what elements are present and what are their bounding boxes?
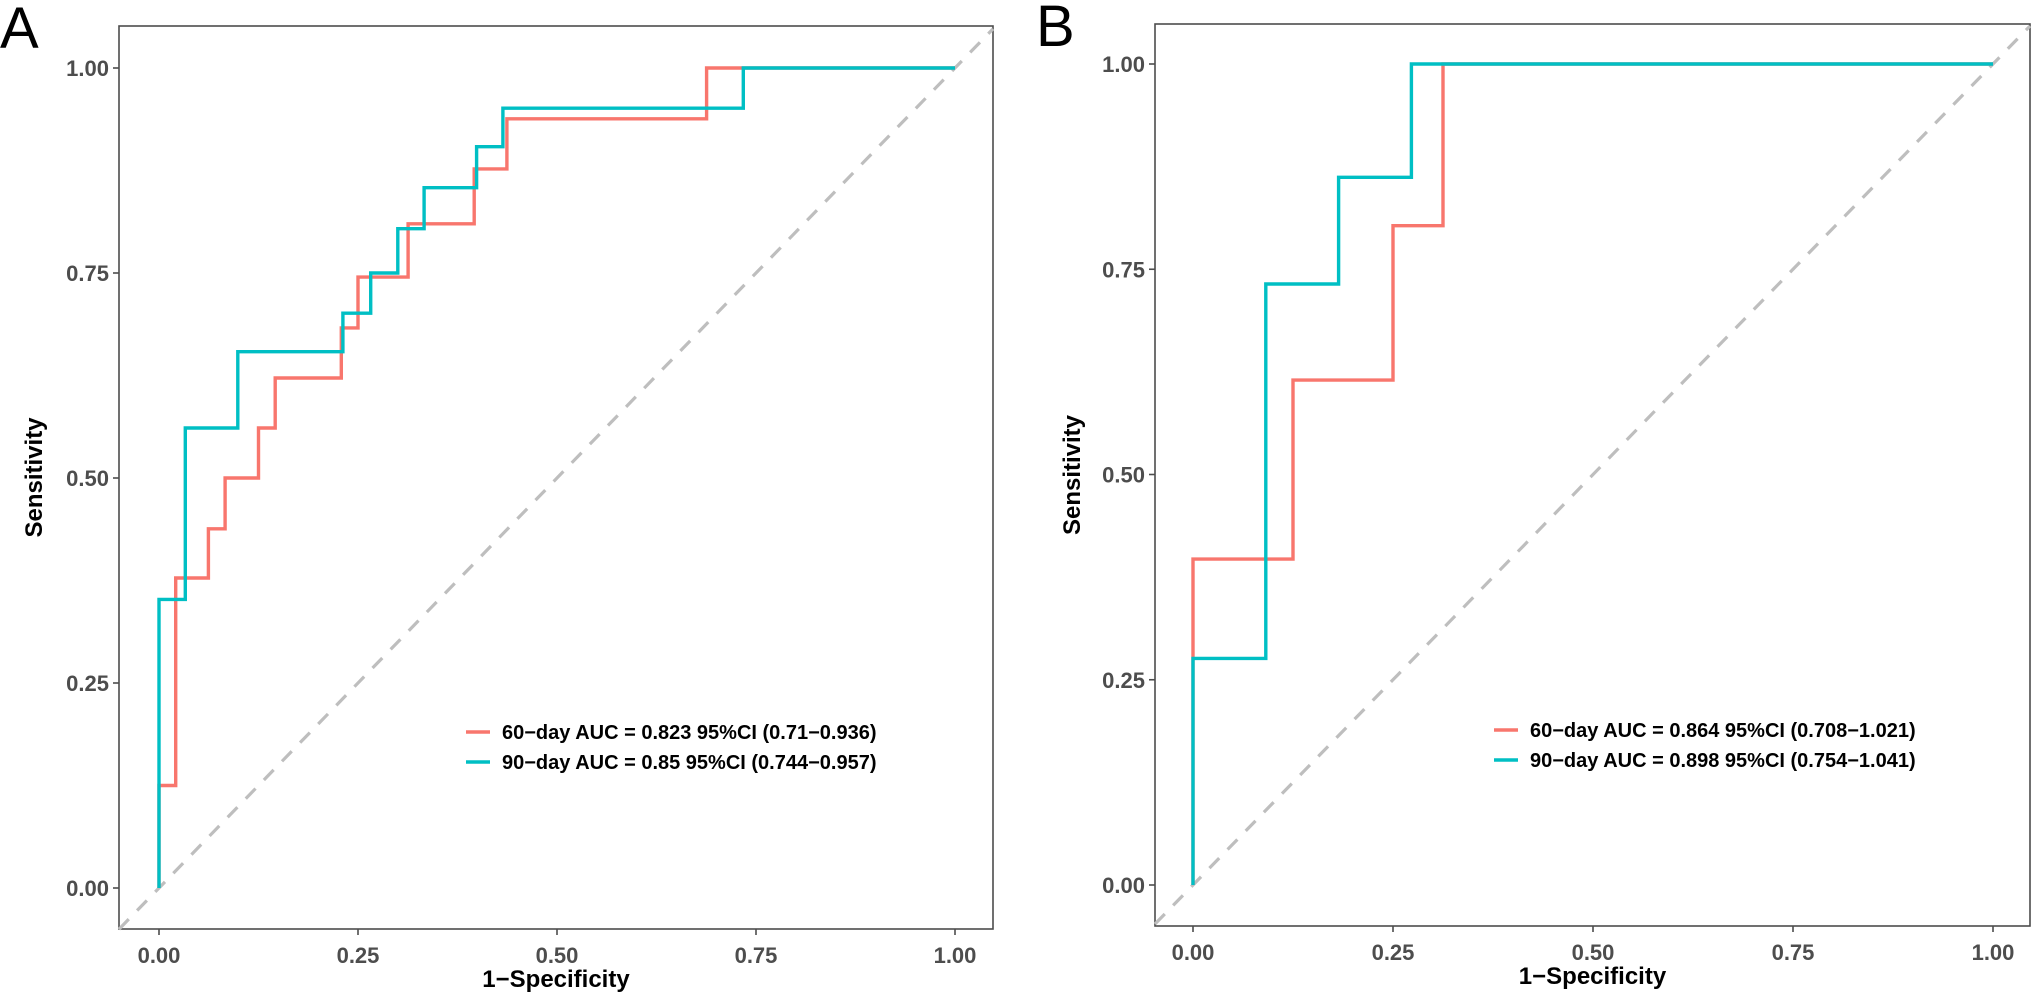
x-axis-title: 1−Specificity — [482, 966, 630, 992]
legend-label-60-day: 60−day AUC = 0.823 95%CI (0.71−0.936) — [502, 722, 877, 744]
y-tick-label: 0.50 — [1102, 463, 1145, 488]
x-tick-label: 0.00 — [138, 943, 181, 968]
roc-curve-90-day-a — [157, 66, 955, 888]
panel-b: B 0.00 0.25 0.50 0.75 1.00 0.00 0.25 0.50 0.75 1.… — [1036, 0, 2032, 990]
y-tick-label: 0.75 — [66, 261, 109, 286]
panel-a: A 0.00 0.25 0.50 0.75 1.00 0.00 0.25 0.50 0.75 1.… — [0, 0, 995, 992]
legend-label-60-day: 60−day AUC = 0.864 95%CI (0.708−1.021) — [1530, 720, 1916, 742]
y-tick-label: 0.00 — [1102, 873, 1145, 898]
y-tick-label: 0.00 — [66, 876, 109, 901]
reference-diagonal-b — [1153, 24, 2032, 926]
roc-curve-90-day-b — [1191, 62, 1993, 885]
x-tick-label: 0.00 — [1172, 940, 1215, 965]
x-axis-title: 1−Specificity — [1519, 963, 1667, 990]
y-tick-label: 1.00 — [1102, 52, 1145, 77]
x-tick-label: 1.00 — [934, 943, 977, 968]
panel-letter-b: B — [1036, 0, 1075, 59]
panel-letter-a: A — [0, 0, 39, 61]
x-tick-label: 0.75 — [1772, 940, 1815, 965]
y-tick-label: 1.00 — [66, 56, 109, 81]
x-tick-label: 0.25 — [1372, 940, 1415, 965]
y-tick-label: 0.50 — [66, 466, 109, 491]
y-axis-title: Sensitivity — [1059, 414, 1086, 535]
x-tick-label: 0.75 — [735, 943, 778, 968]
legend-label-90-day: 90−day AUC = 0.898 95%CI (0.754−1.041) — [1530, 750, 1916, 772]
roc-curve-60-day-a — [157, 66, 955, 888]
roc-curve-60-day-b — [1191, 62, 1993, 885]
y-axis-title: Sensitivity — [21, 417, 48, 538]
x-tick-label: 0.50 — [536, 943, 579, 968]
legend-label-90-day: 90−day AUC = 0.85 95%CI (0.744−0.957) — [502, 752, 877, 774]
y-tick-label: 0.75 — [1102, 257, 1145, 282]
legend-a: 60−day AUC = 0.823 95%CI (0.71−0.936) 90−… — [466, 722, 877, 774]
x-tick-label: 0.25 — [337, 943, 380, 968]
y-tick-label: 0.25 — [66, 671, 109, 696]
legend-b: 60−day AUC = 0.864 95%CI (0.708−1.021) 90… — [1494, 720, 1916, 772]
x-tick-label: 0.50 — [1572, 940, 1615, 965]
y-tick-label: 0.25 — [1102, 668, 1145, 693]
x-tick-label: 1.00 — [1972, 940, 2015, 965]
reference-diagonal-a — [117, 27, 995, 931]
